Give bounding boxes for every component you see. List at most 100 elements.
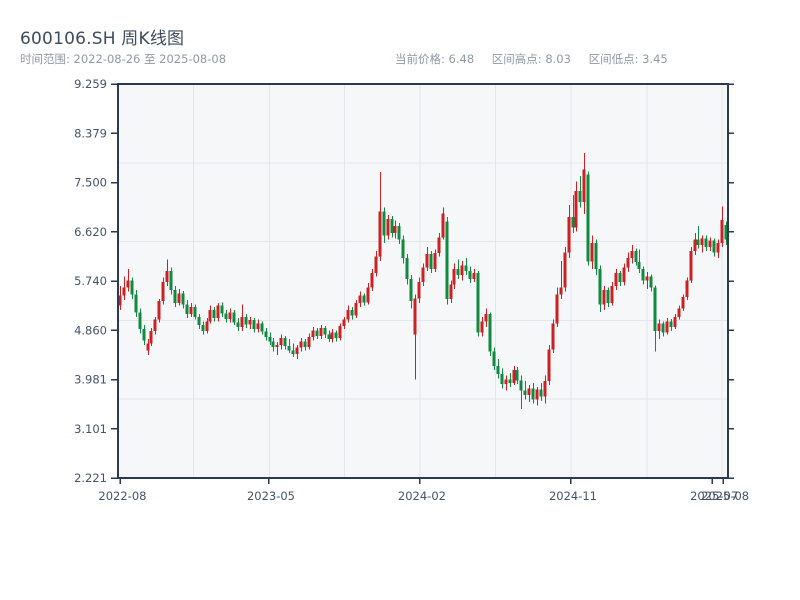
candle-body	[248, 320, 252, 325]
candle-body	[362, 295, 366, 303]
x-tick-label: 2025-08	[701, 489, 749, 503]
candle-body	[157, 301, 161, 320]
candle-body	[236, 322, 240, 327]
candle-body	[531, 388, 535, 400]
candle-body	[626, 258, 630, 268]
candle-body	[547, 349, 551, 382]
candle-body	[500, 373, 504, 385]
candle-body	[291, 350, 295, 354]
candle-body	[630, 250, 634, 259]
candle-body	[555, 294, 559, 324]
candle-body	[724, 225, 728, 240]
candle-body	[264, 331, 268, 337]
x-tick-label: 2023-05	[247, 489, 295, 503]
candle-body	[645, 276, 649, 281]
stat-range-high-label: 区间高点:	[491, 52, 542, 66]
candle-body	[358, 295, 362, 303]
y-tick-label: 9.259	[74, 77, 107, 91]
candle-body	[614, 273, 618, 287]
candle-body	[315, 330, 319, 336]
candle-body	[153, 319, 157, 331]
candle-body	[370, 273, 374, 288]
candle-body	[228, 312, 232, 320]
candle-body	[586, 174, 590, 262]
candle-body	[390, 218, 394, 233]
candle-body	[720, 219, 724, 243]
candle-body	[622, 267, 626, 283]
candle-body	[523, 390, 527, 396]
candle-body	[173, 289, 177, 303]
candle-body	[594, 242, 598, 270]
candle-body	[149, 330, 153, 344]
candle-body	[323, 328, 327, 335]
x-tick-label: 2024-11	[549, 489, 597, 503]
candle-body	[669, 321, 673, 327]
candle-body	[716, 242, 720, 253]
candle-body	[311, 330, 315, 337]
candle-body	[543, 381, 547, 397]
candle-body	[578, 190, 582, 203]
y-tick-label: 6.620	[74, 225, 107, 239]
candle-body	[567, 217, 571, 253]
candle-body	[677, 308, 681, 317]
candle-body	[673, 316, 677, 327]
candle-body	[338, 325, 342, 339]
candle-body	[220, 305, 224, 314]
candle-body	[165, 270, 169, 283]
candle-body	[169, 270, 173, 290]
candlestick-series	[118, 152, 728, 410]
candle-body	[401, 239, 405, 259]
candle-body	[590, 242, 594, 262]
candle-body	[271, 341, 275, 348]
x-axis: 2022-08 2023-05 2024-02 2024-11 2025-072025-…	[98, 478, 749, 503]
candle-body	[118, 295, 122, 306]
time-range: 时间范围: 2022-08-26 至 2025-08-08	[20, 51, 226, 67]
candle-body	[653, 287, 657, 331]
candle-body	[138, 312, 142, 330]
candle-body	[519, 380, 523, 391]
candle-body	[279, 338, 283, 345]
candle-body	[193, 306, 197, 317]
candle-body	[433, 253, 437, 270]
candle-body	[386, 218, 390, 236]
candle-body	[559, 287, 563, 295]
candle-body	[649, 276, 653, 288]
candle-body	[602, 289, 606, 305]
candle-body	[283, 338, 287, 346]
candle-body	[232, 312, 236, 323]
candle-body	[634, 250, 638, 262]
candle-body	[252, 320, 256, 330]
candle-body	[287, 345, 291, 351]
candle-body	[551, 323, 555, 350]
candle-body	[208, 310, 212, 322]
candle-body	[456, 269, 460, 275]
stat-range-low-value: 3.45	[642, 52, 668, 66]
candle-body	[382, 211, 386, 236]
candle-body	[146, 343, 150, 351]
candle-body	[421, 267, 425, 283]
candle-body	[197, 316, 201, 326]
candle-body	[393, 226, 397, 233]
candle-body	[397, 226, 401, 240]
y-tick-label: 2.221	[74, 471, 107, 485]
stat-range-low-label: 区间低点:	[588, 52, 639, 66]
candle-body	[417, 282, 421, 299]
candle-body	[661, 323, 665, 333]
candle-body	[240, 316, 244, 327]
candle-body	[693, 239, 697, 251]
candle-body	[480, 321, 484, 333]
candle-body	[571, 217, 575, 228]
candle-body	[256, 323, 260, 330]
y-axis: 9.259 8.379 7.500 6.620 5.740 4.860 3.981 3.101…	[74, 77, 734, 485]
candle-body	[449, 284, 453, 299]
candle-body	[268, 336, 272, 342]
candle-body	[700, 238, 704, 246]
y-tick-label: 4.860	[74, 323, 107, 337]
candle-body	[161, 282, 165, 302]
candle-body	[295, 347, 299, 354]
candle-body	[704, 238, 708, 247]
time-range-value: 2022-08-26 至 2025-08-08	[73, 52, 227, 66]
candle-body	[201, 325, 205, 331]
candle-body	[681, 297, 685, 309]
